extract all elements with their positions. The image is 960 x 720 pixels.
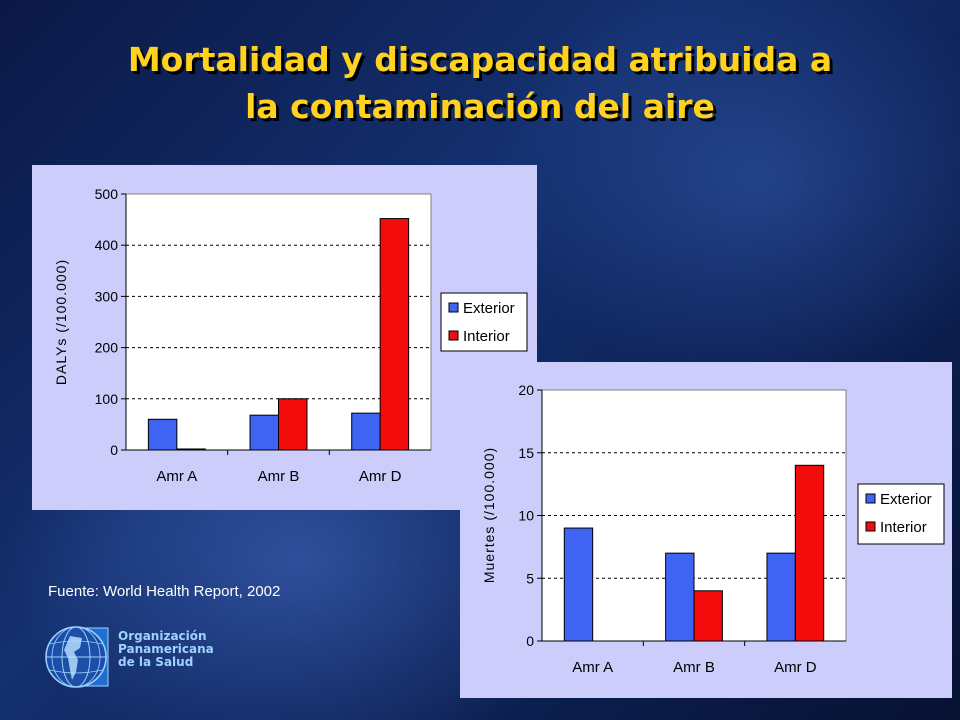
dalys-legend-label-interior: Interior: [463, 328, 510, 345]
deaths-legend-swatch-interior: [865, 521, 876, 532]
deaths-legend-label-exterior: Exterior: [880, 491, 932, 508]
logo-line-3: de la Salud: [118, 655, 194, 669]
deaths-x-tick-label: Amr D: [774, 659, 817, 676]
source-note: Fuente: World Health Report, 2002: [48, 583, 281, 600]
dalys-legend-swatch-exterior: [448, 302, 459, 313]
dalys-bar-exterior-amr-d: [351, 412, 381, 451]
dalys-legend-label-exterior: Exterior: [463, 300, 515, 317]
title-line-1: Mortalidad y discapacidad atribuida a: [127, 40, 833, 79]
dalys-y-axis-label: DALYs (/100.000): [53, 259, 69, 385]
logo-line-1: Organización: [118, 629, 207, 643]
logo-text: Organización Panamericana de la Salud: [118, 630, 214, 669]
title-line-2: la contaminación del aire: [245, 87, 715, 126]
deaths-y-tick-label: 0: [526, 633, 534, 649]
deaths-chart: 0 5 10 15 20 Amr A Amr B Amr D Muertes (/100.000…: [481, 382, 945, 676]
deaths-legend-swatch-exterior: [865, 493, 876, 504]
deaths-y-axis-label: Muertes (/100.000): [481, 447, 497, 583]
deaths-y-tick-label: 5: [526, 570, 534, 586]
deaths-bar-interior-amr-b: [693, 590, 723, 642]
slide-title: Mortalidad y discapacidad atribuida a la…: [40, 36, 920, 130]
dalys-bar-interior-amr-d: [379, 218, 410, 451]
dalys-x-tick-label: Amr A: [156, 468, 197, 485]
deaths-bar-exterior-amr-b: [665, 552, 695, 642]
dalys-y-tick-label: 300: [95, 288, 119, 304]
dalys-bar-exterior-amr-b: [249, 414, 280, 451]
dalys-x-tick-label: Amr D: [359, 468, 402, 485]
deaths-y-tick-label: 15: [518, 445, 534, 461]
dalys-x-tick-label: Amr B: [258, 468, 300, 485]
deaths-x-tick-label: Amr B: [673, 659, 715, 676]
deaths-y-tick-label: 10: [518, 508, 534, 524]
dalys-legend-swatch-interior: [448, 330, 459, 341]
globe-icon: [45, 626, 109, 688]
dalys-y-tick-label: 400: [95, 237, 119, 253]
deaths-legend-label-interior: Interior: [880, 519, 927, 536]
deaths-x-tick-label: Amr A: [572, 659, 613, 676]
dalys-bar-interior-amr-b: [278, 398, 308, 451]
paho-logo: Organización Panamericana de la Salud: [40, 622, 270, 692]
dalys-y-tick-label: 0: [110, 442, 118, 458]
dalys-chart: 0 100 200 300 400 500 Amr A Amr B Amr D DALYs (/1…: [53, 186, 528, 485]
dalys-bar-interior-amr-a: [176, 448, 206, 451]
dalys-y-tick-label: 500: [95, 186, 119, 202]
deaths-bar-exterior-amr-a: [563, 527, 594, 642]
dalys-chart-panel: 0 100 200 300 400 500 Amr A Amr B Amr D DALYs (/1…: [32, 165, 537, 510]
dalys-y-tick-label: 100: [95, 391, 119, 407]
logo-line-2: Panamericana: [118, 642, 214, 656]
deaths-y-tick-label: 20: [518, 382, 534, 398]
deaths-chart-panel: 0 5 10 15 20 Amr A Amr B Amr D Muertes (/100.000…: [460, 362, 952, 698]
dalys-y-tick-label: 200: [95, 340, 119, 356]
dalys-bar-exterior-amr-a: [147, 418, 178, 451]
deaths-bar-exterior-amr-d: [766, 552, 796, 642]
deaths-bar-interior-amr-d: [794, 464, 825, 642]
